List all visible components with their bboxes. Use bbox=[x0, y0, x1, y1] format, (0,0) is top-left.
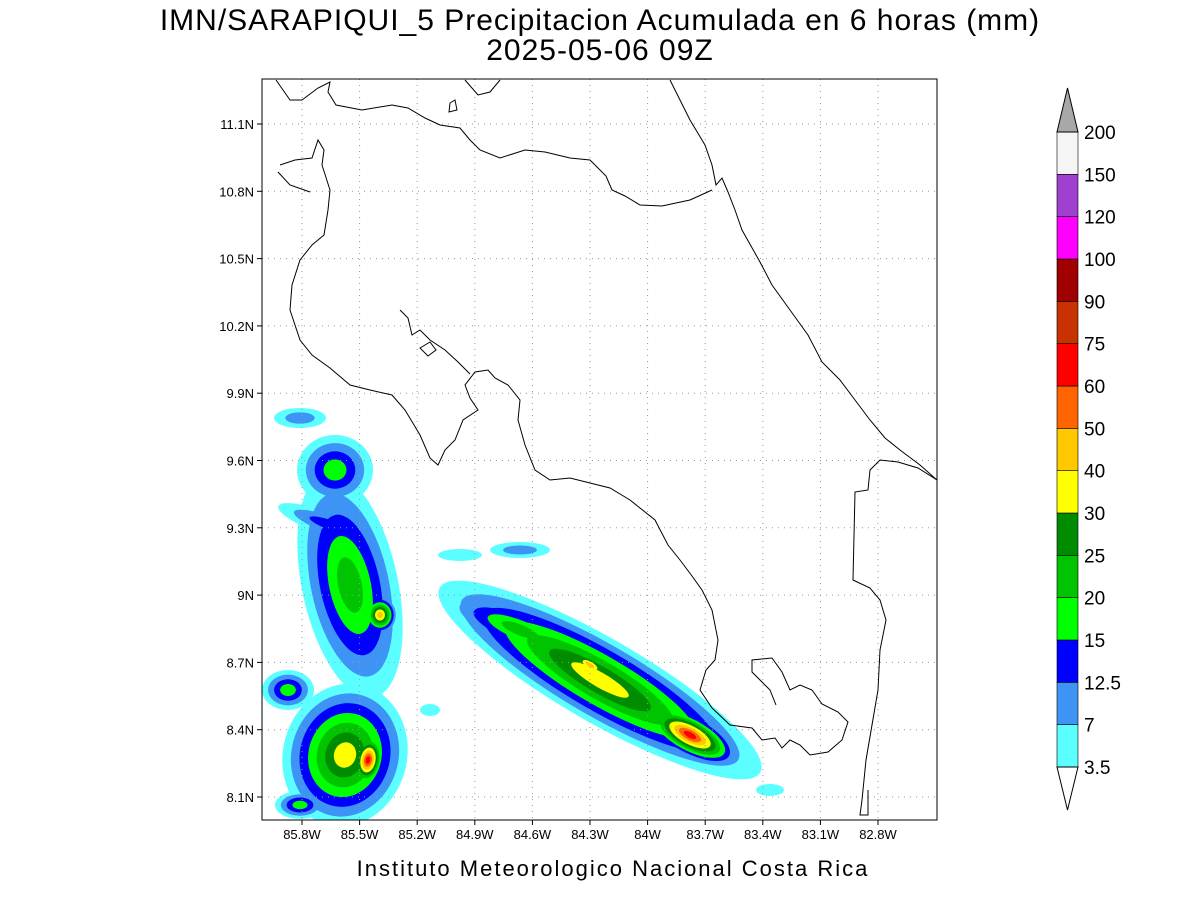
lat-label: 8.1N bbox=[227, 790, 254, 805]
lon-label: 84.3W bbox=[571, 827, 609, 842]
lat-label: 9.9N bbox=[227, 386, 254, 401]
colorbar-box bbox=[1056, 512, 1079, 556]
precip-contour bbox=[365, 756, 371, 764]
precip-contour bbox=[683, 730, 697, 740]
colorbar-box bbox=[1056, 470, 1079, 514]
precip-contour bbox=[503, 545, 537, 555]
lon-label: 84.9W bbox=[456, 827, 494, 842]
coastline bbox=[399, 309, 471, 375]
colorbar-box bbox=[1056, 639, 1079, 683]
map-frame bbox=[261, 78, 938, 821]
colorbar-box bbox=[1056, 258, 1079, 302]
lat-label: 8.4N bbox=[227, 723, 254, 738]
colorbar-label: 50 bbox=[1084, 419, 1105, 440]
lon-label: 82.8W bbox=[859, 827, 897, 842]
colorbar-box bbox=[1056, 174, 1079, 217]
coastline bbox=[419, 341, 437, 357]
lat-label: 10.2N bbox=[219, 319, 254, 334]
coastlines bbox=[275, 79, 937, 816]
colorbar-label: 40 bbox=[1084, 462, 1105, 483]
coastline bbox=[448, 99, 458, 113]
lon-label: 83.1W bbox=[802, 827, 840, 842]
colorbar-label: 60 bbox=[1084, 377, 1105, 398]
coastline bbox=[711, 657, 849, 756]
lat-label: 9N bbox=[237, 588, 254, 603]
footer: Instituto Meteorologico Nacional Costa R… bbox=[357, 856, 870, 881]
lat-label: 11.1N bbox=[220, 117, 254, 132]
colorbar-box bbox=[1056, 555, 1079, 598]
colorbar-label: 20 bbox=[1084, 589, 1105, 610]
colorbar-label: 100 bbox=[1084, 250, 1116, 271]
colorbar-box bbox=[1056, 216, 1079, 260]
lon-label: 85.5W bbox=[341, 827, 379, 842]
colorbar-box bbox=[1056, 385, 1079, 429]
lon-label: 84W bbox=[634, 827, 661, 842]
precip-contour bbox=[501, 621, 539, 639]
axes: 11.1N 10.8N 10.5N 10.2N 9.9N 9.6N 9.3N 9N 8.7N 8.… bbox=[219, 117, 897, 842]
subtitle: 2025-05-06 09Z bbox=[486, 34, 714, 67]
colorbar-label: 12.5 bbox=[1084, 673, 1121, 694]
colorbar-label: 75 bbox=[1084, 335, 1105, 356]
colorbar-label: 120 bbox=[1084, 208, 1116, 229]
lat-label: 10.8N bbox=[219, 184, 254, 199]
coastline bbox=[277, 171, 311, 193]
precip-contour bbox=[285, 412, 315, 424]
lon-label: 85.8W bbox=[283, 827, 321, 842]
precip-contour bbox=[585, 662, 595, 668]
colorbar-over bbox=[1056, 87, 1079, 133]
lon-label: 85.2W bbox=[398, 827, 436, 842]
precip-contour bbox=[309, 516, 351, 534]
colorbar-label: 30 bbox=[1084, 504, 1105, 525]
colorbar-box bbox=[1056, 301, 1079, 344]
precip-contour bbox=[333, 742, 357, 768]
precip-contour bbox=[756, 784, 784, 796]
lat-label: 9.3N bbox=[227, 521, 254, 536]
colorbar-label: 25 bbox=[1084, 546, 1105, 567]
coastline bbox=[279, 138, 719, 709]
coastline bbox=[275, 79, 713, 207]
precip-contour bbox=[292, 800, 308, 810]
coastline bbox=[852, 459, 937, 816]
colorbar-label: 7 bbox=[1084, 716, 1095, 737]
colorbar-box bbox=[1056, 682, 1079, 725]
colorbar-under bbox=[1056, 766, 1079, 811]
precip-contour bbox=[571, 662, 629, 698]
colorbar-box bbox=[1056, 343, 1079, 387]
colorbar-box bbox=[1056, 724, 1079, 768]
lon-label: 83.4W bbox=[744, 827, 782, 842]
coastline bbox=[464, 79, 501, 96]
title: IMN/SARAPIQUI_5 Precipitacion Acumulada … bbox=[160, 4, 1040, 37]
colorbar-label: 200 bbox=[1084, 123, 1116, 144]
lat-label: 10.5N bbox=[219, 252, 254, 267]
colorbar-box bbox=[1056, 597, 1079, 641]
precip-contour bbox=[323, 459, 347, 481]
precip-contour bbox=[280, 683, 296, 697]
colorbar-label: 150 bbox=[1084, 165, 1116, 186]
colorbar-label: 3.5 bbox=[1084, 758, 1110, 779]
precip-contour bbox=[377, 611, 383, 619]
lat-label: 9.6N bbox=[227, 454, 254, 469]
lat-label: 8.7N bbox=[227, 655, 254, 670]
lon-label: 83.7W bbox=[686, 827, 724, 842]
colorbar-label: 90 bbox=[1084, 292, 1105, 313]
lon-label: 84.6W bbox=[514, 827, 552, 842]
colorbar: 3.5 7 12.5 15 20 25 30 40 50 60 75 90 100 120 150 200 bbox=[1056, 87, 1121, 811]
colorbar-box bbox=[1056, 131, 1079, 175]
precip-contour bbox=[337, 557, 363, 613]
colorbar-label: 15 bbox=[1084, 631, 1105, 652]
colorbar-box bbox=[1056, 428, 1079, 471]
coastline bbox=[669, 79, 937, 481]
precip-contour bbox=[438, 549, 482, 561]
precip-contour bbox=[420, 704, 440, 716]
